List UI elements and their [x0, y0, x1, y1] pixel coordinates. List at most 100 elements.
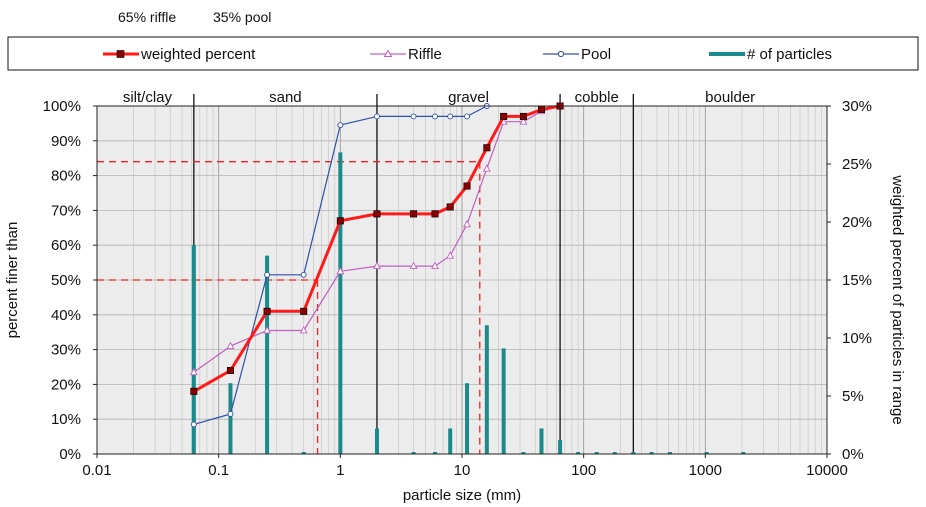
- size-class-label: silt/clay: [123, 89, 173, 106]
- y-tick-label: 80%: [51, 168, 81, 185]
- axis-ticks: 0.01 0.1 1 10 100 1000 100000%10%20%30%40%50%6…: [43, 98, 872, 479]
- weighted-point: [519, 112, 527, 120]
- pool-point: [337, 122, 344, 129]
- legend-label-particles: # of particles: [747, 46, 832, 63]
- weighted-point: [537, 105, 545, 113]
- riffle-point: [519, 117, 528, 125]
- y-tick-label: 50%: [51, 272, 81, 289]
- y-tick-label: 60%: [51, 237, 81, 254]
- particle-count-bar: [484, 325, 489, 454]
- weighted-point: [336, 217, 344, 225]
- particle-count-bar: [265, 255, 270, 454]
- particle-count-bar: [501, 348, 506, 454]
- y2-tick-label: 30%: [842, 98, 872, 115]
- y2-tick-label: 20%: [842, 214, 872, 231]
- weighted-point: [373, 210, 381, 218]
- riffle-point: [463, 219, 471, 228]
- y2-tick-label: 5%: [842, 388, 864, 405]
- particle-count-bar: [521, 452, 526, 454]
- size-class-label: gravel: [448, 89, 489, 106]
- particle-count-bar: [338, 152, 343, 454]
- particle-count-bars: [191, 152, 746, 454]
- y-tick-label: 100%: [43, 98, 81, 115]
- legend-marker-riffle: [383, 49, 393, 57]
- particle-count-bar: [667, 452, 672, 454]
- pool-point: [300, 271, 307, 278]
- riffle-point: [482, 164, 491, 172]
- pool-point: [447, 113, 454, 120]
- particle-count-bar: [558, 440, 563, 454]
- pool-point: [464, 113, 470, 120]
- y2-tick-label: 0%: [842, 446, 864, 463]
- weighted-point: [463, 182, 471, 190]
- weighted-point: [431, 210, 439, 218]
- weighted-point: [226, 366, 234, 374]
- particle-count-bar: [594, 452, 599, 454]
- x-tick-label: 10000: [806, 462, 848, 479]
- x-tick-label: 0.1: [208, 462, 229, 479]
- riffle-point: [409, 261, 418, 270]
- y2-tick-label: 15%: [842, 272, 872, 289]
- weighted-point: [263, 307, 271, 315]
- pool-point: [190, 421, 197, 428]
- particle-count-bar: [612, 452, 617, 454]
- y-tick-label: 70%: [51, 202, 81, 219]
- weighted-point: [446, 203, 454, 211]
- weighted-point: [190, 387, 198, 395]
- riffle-point: [431, 261, 439, 270]
- particle-count-bar: [374, 428, 379, 454]
- y-tick-label: 20%: [51, 376, 81, 393]
- y-tick-label: 30%: [51, 342, 81, 359]
- particle-count-bar: [433, 452, 438, 454]
- legend-marker-pool: [557, 50, 565, 58]
- size-class-label: sand: [269, 89, 302, 106]
- riffle-point: [373, 261, 381, 270]
- y2-tick-label: 10%: [842, 330, 872, 347]
- pool-point: [227, 411, 234, 417]
- particle-count-bar: [539, 428, 544, 454]
- distribution-lines: [189, 101, 565, 428]
- weighted-point: [410, 210, 418, 218]
- riffle-point: [189, 367, 198, 376]
- pool-point: [374, 113, 380, 120]
- y-tick-label: 40%: [51, 307, 81, 324]
- size-class-label: boulder: [705, 89, 755, 106]
- legend-box: [7, 36, 919, 71]
- riffle-point: [226, 341, 235, 350]
- x-tick-label: 10: [454, 462, 471, 479]
- particle-count-bar: [704, 452, 709, 454]
- pool-percent-label: 35% pool: [213, 9, 271, 25]
- y-tick-label: 0%: [59, 446, 81, 463]
- legend-marker-weighted: [116, 50, 125, 58]
- weighted-point: [483, 144, 491, 152]
- riffle-point: [336, 266, 345, 275]
- particle-count-bar: [649, 452, 654, 454]
- y2-axis-title: weighted percent of particles in range: [889, 174, 906, 424]
- x-tick-label: 100: [571, 462, 596, 479]
- riffle-point: [263, 326, 272, 334]
- particle-count-bar: [741, 452, 746, 454]
- particle-count-bar: [465, 383, 470, 454]
- weighted-point: [300, 307, 308, 315]
- y-axis-title: percent finer than: [4, 222, 21, 339]
- legend-label-pool: Pool: [581, 46, 611, 63]
- riffle-point: [299, 326, 308, 334]
- particle-count-bar: [301, 452, 306, 454]
- legend-label-weighted: weighted percent: [140, 46, 256, 63]
- riffle-percent-label: 65% riffle: [118, 9, 176, 25]
- legend-label-riffle: Riffle: [408, 46, 442, 63]
- legend: weighted percent Riffle Pool # of partic…: [103, 46, 832, 63]
- particle-count-bar: [411, 452, 416, 454]
- particle-count-bar: [576, 452, 581, 454]
- x-axis-title: particle size (mm): [403, 487, 521, 504]
- particle-count-bar: [191, 245, 196, 454]
- y-tick-label: 10%: [51, 411, 81, 428]
- size-class-labels: silt/clay sand gravel cobble boulder: [123, 89, 755, 106]
- riffle-point: [446, 251, 455, 259]
- y-tick-label: 90%: [51, 133, 81, 150]
- pool-point: [410, 113, 417, 120]
- particle-count-bar: [448, 428, 453, 454]
- pool-point: [264, 271, 271, 278]
- particle-count-bar: [631, 452, 636, 454]
